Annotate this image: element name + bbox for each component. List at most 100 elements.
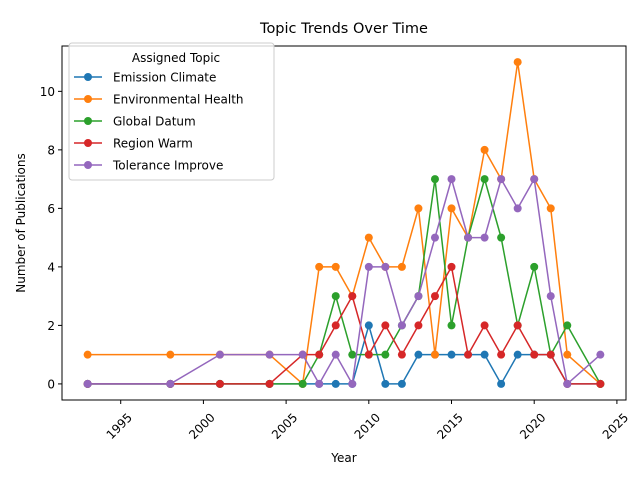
- data-point: [596, 379, 605, 388]
- data-point: [563, 350, 572, 359]
- legend-label: Tolerance Improve: [112, 159, 223, 173]
- y-tick-label: 2: [47, 319, 55, 333]
- data-point: [497, 350, 506, 359]
- data-point: [430, 350, 439, 359]
- data-point: [464, 350, 473, 359]
- data-point: [364, 350, 373, 359]
- data-point: [331, 379, 340, 388]
- data-point: [397, 379, 406, 388]
- data-point: [364, 233, 373, 242]
- series-line: [87, 178, 601, 385]
- data-point: [315, 262, 324, 271]
- data-point: [480, 350, 489, 359]
- data-point: [298, 350, 307, 359]
- y-axis: 0 2 4 6 8 10: [40, 85, 62, 391]
- data-point: [447, 175, 456, 184]
- data-point: [530, 175, 539, 184]
- legend-item: Tolerance Improve: [74, 159, 223, 173]
- legend-marker: [84, 161, 92, 169]
- data-point: [331, 292, 340, 301]
- legend-item: Region Warm: [74, 137, 193, 151]
- data-point: [497, 233, 506, 242]
- series-tolerance-improve: [83, 175, 605, 388]
- data-point: [513, 204, 522, 213]
- legend-item: Environmental Health: [74, 93, 244, 107]
- data-point: [563, 379, 572, 388]
- data-point: [381, 262, 390, 271]
- data-point: [348, 350, 357, 359]
- data-point: [298, 379, 307, 388]
- data-point: [265, 379, 274, 388]
- data-point: [381, 379, 390, 388]
- plot-area: [83, 58, 605, 388]
- data-point: [464, 233, 473, 242]
- legend-item: Emission Climate: [74, 71, 216, 85]
- data-point: [215, 350, 224, 359]
- data-point: [348, 379, 357, 388]
- legend-box: [68, 42, 275, 181]
- data-point: [546, 292, 555, 301]
- y-tick-label: 10: [40, 85, 55, 99]
- axes-frame: [61, 45, 627, 401]
- data-point: [480, 175, 489, 184]
- y-tick-label: 8: [47, 143, 55, 157]
- data-point: [430, 233, 439, 242]
- data-point: [315, 379, 324, 388]
- legend-marker: [84, 139, 92, 147]
- data-point: [563, 321, 572, 330]
- data-point: [530, 350, 539, 359]
- data-point: [166, 350, 175, 359]
- data-point: [331, 350, 340, 359]
- data-point: [265, 350, 274, 359]
- data-point: [480, 321, 489, 330]
- data-point: [83, 379, 92, 388]
- data-point: [513, 58, 522, 67]
- data-point: [546, 204, 555, 213]
- data-point: [414, 321, 423, 330]
- legend: Assigned Topic Emission Climate Environme…: [68, 42, 275, 181]
- data-point: [381, 350, 390, 359]
- x-axis-label: Year: [330, 451, 356, 465]
- legend-label: Region Warm: [113, 137, 193, 151]
- data-point: [83, 350, 92, 359]
- data-point: [546, 350, 555, 359]
- data-point: [430, 175, 439, 184]
- data-point: [430, 292, 439, 301]
- y-tick-label: 4: [47, 260, 55, 274]
- data-point: [596, 350, 605, 359]
- legend-title: Assigned Topic: [132, 51, 220, 65]
- data-point: [166, 379, 175, 388]
- data-point: [480, 233, 489, 242]
- data-point: [397, 350, 406, 359]
- data-point: [447, 262, 456, 271]
- chart-title: Topic Trends Over Time: [259, 21, 428, 37]
- data-point: [381, 321, 390, 330]
- series-line: [87, 266, 601, 385]
- data-point: [497, 175, 506, 184]
- data-point: [364, 262, 373, 271]
- data-point: [364, 321, 373, 330]
- data-point: [513, 321, 522, 330]
- y-tick-label: 6: [47, 202, 55, 216]
- data-point: [480, 145, 489, 154]
- y-tick-label: 0: [47, 377, 55, 391]
- data-point: [348, 292, 357, 301]
- data-point: [331, 262, 340, 271]
- data-point: [414, 292, 423, 301]
- data-point: [447, 350, 456, 359]
- data-point: [315, 350, 324, 359]
- legend-label: Environmental Health: [113, 93, 244, 107]
- y-axis-label: Number of Publications: [14, 153, 28, 293]
- data-point: [215, 379, 224, 388]
- data-point: [397, 321, 406, 330]
- legend-marker: [84, 95, 92, 103]
- data-point: [530, 262, 539, 271]
- legend-label: Global Datum: [113, 115, 196, 129]
- data-point: [397, 262, 406, 271]
- data-point: [497, 379, 506, 388]
- legend-label: Emission Climate: [113, 71, 216, 85]
- data-point: [513, 350, 522, 359]
- legend-item: Global Datum: [74, 115, 196, 129]
- legend-marker: [84, 73, 92, 81]
